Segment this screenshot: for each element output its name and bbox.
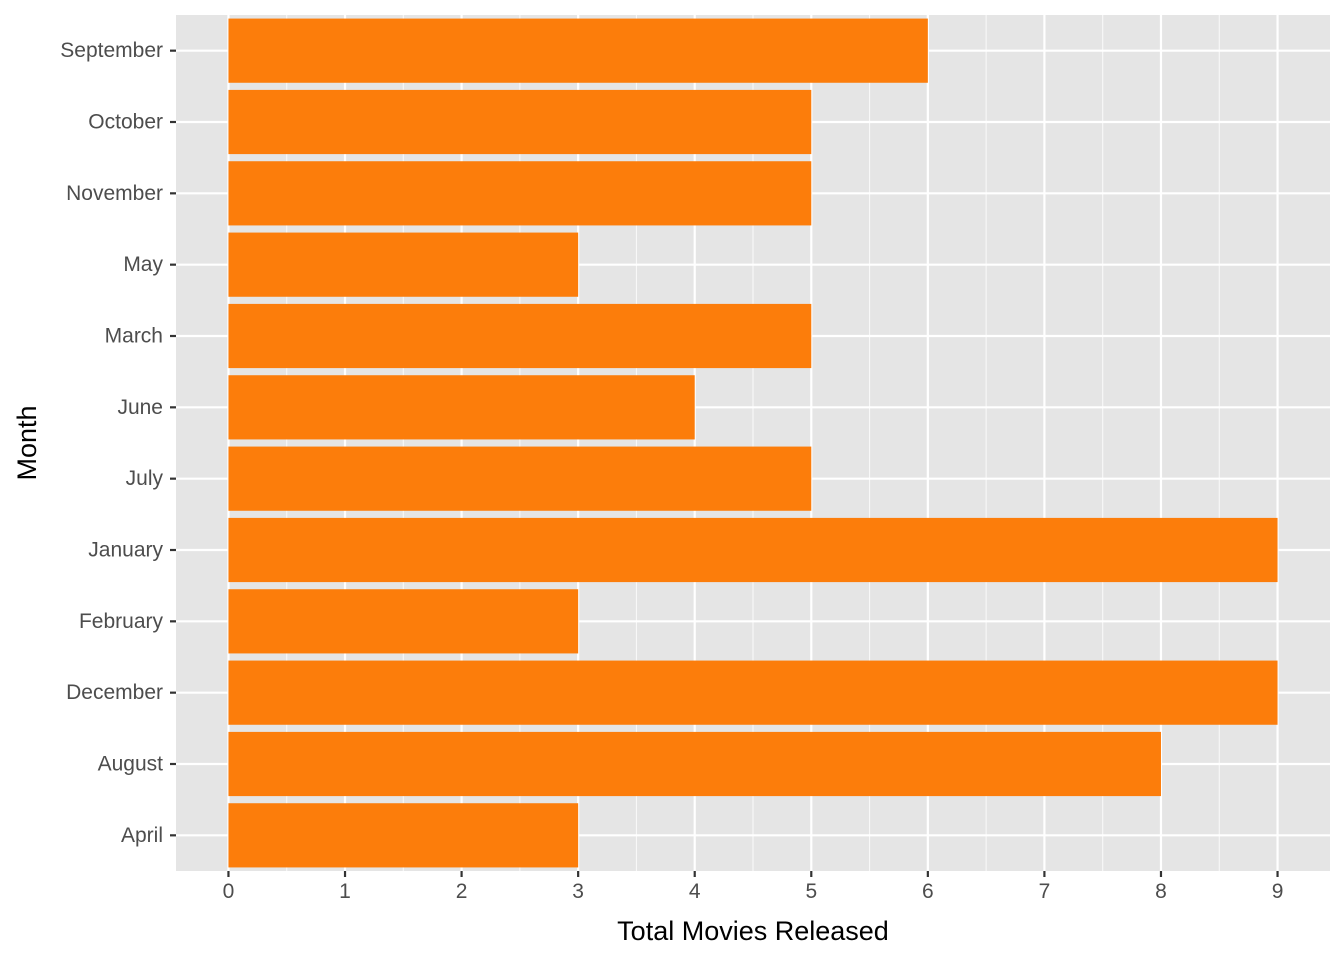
x-tick-label: 9	[1272, 880, 1284, 903]
y-axis: April August December February January July Ju…	[60, 39, 176, 847]
x-axis-title: Total Movies Released	[617, 916, 889, 946]
y-tick-label: March	[105, 325, 163, 348]
bar-october	[228, 89, 812, 155]
bar-december	[228, 660, 1278, 725]
bar-march	[228, 303, 812, 369]
bar-june	[228, 375, 695, 440]
y-tick-label: May	[123, 253, 163, 276]
x-tick-label: 7	[1039, 880, 1051, 903]
bar-january	[228, 517, 1278, 583]
x-tick-label: 8	[1155, 880, 1167, 903]
y-tick-label: November	[66, 182, 163, 205]
x-tick-label: 5	[805, 880, 817, 903]
y-tick-label: October	[88, 111, 163, 134]
y-tick-label: September	[60, 39, 163, 62]
x-axis: 0 1 2 3 4 5 6 7 8 9	[223, 871, 1284, 903]
y-tick-label: January	[88, 539, 163, 562]
bar-may	[228, 232, 579, 297]
bar-november	[228, 161, 812, 226]
bar-april	[228, 803, 579, 868]
bar-september	[228, 18, 928, 83]
x-tick-label: 4	[689, 880, 701, 903]
x-tick-label: 0	[223, 880, 235, 903]
y-tick-label: April	[121, 824, 163, 847]
x-tick-label: 2	[456, 880, 468, 903]
y-tick-label: December	[66, 681, 163, 704]
y-tick-label: February	[79, 610, 164, 633]
y-axis-title: Month	[12, 405, 42, 480]
y-tick-label: August	[98, 753, 164, 776]
y-tick-label: July	[126, 467, 164, 490]
y-tick-label: June	[117, 396, 163, 419]
x-tick-label: 1	[339, 880, 351, 903]
bar-july	[228, 446, 812, 511]
bar-february	[228, 589, 579, 654]
x-tick-label: 3	[572, 880, 584, 903]
x-tick-label: 6	[922, 880, 934, 903]
bars-group	[228, 18, 1278, 868]
grid-minor-lines	[286, 15, 1220, 871]
bar-august	[228, 731, 1161, 797]
